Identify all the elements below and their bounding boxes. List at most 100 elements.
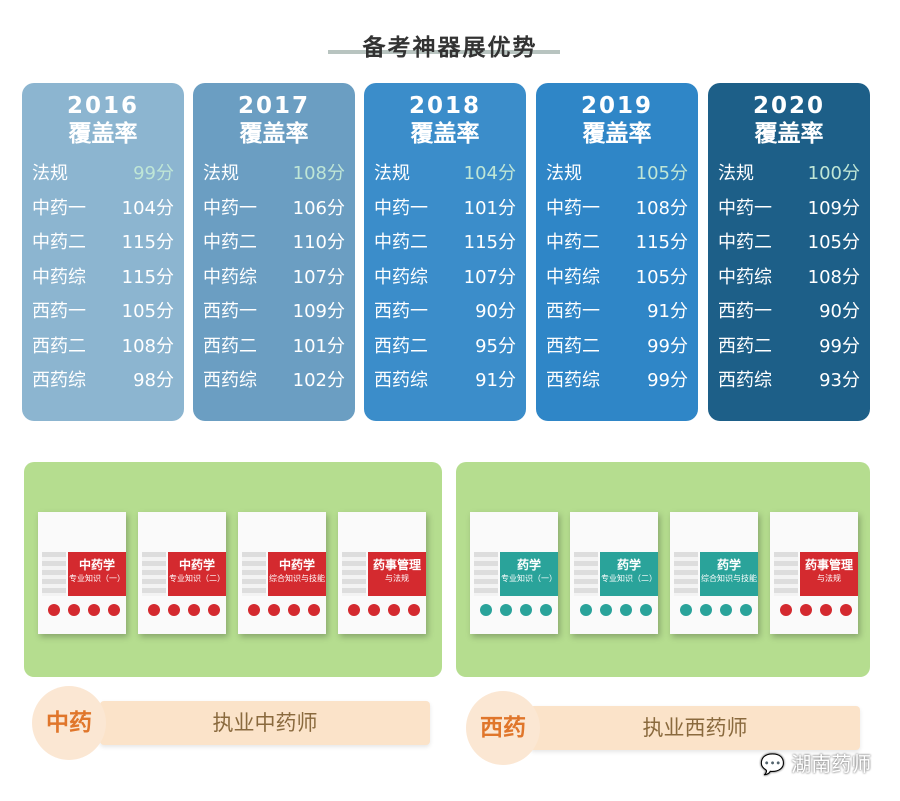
card-label: 覆盖率 (582, 121, 652, 147)
score: 108分 (121, 335, 174, 357)
score: 107分 (463, 266, 516, 288)
book-panel: 药学专业知识（一） 药学专业知识（二） 药学综合知识与技能 药事管理与法规 (456, 462, 870, 677)
score-row: 西药一 91分 (544, 295, 690, 330)
card-year: 2018 (408, 93, 481, 119)
category-badge: 西药 (466, 691, 540, 765)
book-title: 药事管理 (804, 558, 853, 572)
score-row: 法规 105分 (544, 157, 690, 192)
subject: 西药二 (32, 335, 86, 357)
score-row: 中药二 110分 (201, 226, 347, 261)
subject: 中药一 (203, 197, 257, 219)
category-badge: 中药 (32, 686, 106, 760)
score: 105分 (635, 163, 688, 184)
subject: 中药一 (32, 197, 86, 219)
book-subtitle: 与法规 (385, 574, 409, 583)
score: 108分 (292, 163, 345, 184)
watermark: 💬 湖南药师 (760, 752, 872, 776)
subject: 西药综 (32, 370, 86, 391)
score-row: 中药二 115分 (372, 226, 518, 261)
score-row: 西药综 99分 (544, 364, 690, 399)
subject: 西药综 (374, 370, 428, 391)
coverage-card-2017: 2017 覆盖率 法规 108分 中药一 106分 中药二 110分 中药综 107分 西药一 10… (193, 83, 355, 421)
coverage-card-2018: 2018 覆盖率 法规 104分 中药一 101分 中药二 115分 中药综 107分 西药一 90… (364, 83, 526, 421)
score-row: 西药一 90分 (716, 295, 862, 330)
card-year: 2019 (580, 93, 653, 119)
score-row: 中药综 115分 (30, 261, 176, 296)
score-row: 西药二 101分 (201, 330, 347, 365)
book-title: 药学 (616, 558, 641, 572)
score-row: 中药一 109分 (716, 192, 862, 227)
score: 95分 (475, 335, 516, 357)
score: 105分 (121, 301, 174, 322)
book-subtitle: 专业知识（二） (601, 574, 657, 583)
score-row: 中药一 106分 (201, 192, 347, 227)
subject: 中药二 (546, 232, 600, 253)
book-cover: 药学专业知识（二） (570, 512, 658, 634)
score: 109分 (292, 301, 345, 322)
score-row: 中药综 105分 (544, 261, 690, 296)
book-subtitle: 综合知识与技能 (701, 574, 757, 583)
score-row: 西药一 105分 (30, 295, 176, 330)
score: 91分 (475, 370, 516, 391)
score: 105分 (807, 232, 860, 253)
score-row: 中药一 104分 (30, 192, 176, 227)
score: 93分 (819, 370, 860, 391)
subject: 西药二 (546, 335, 600, 357)
score: 101分 (463, 197, 516, 219)
book-subtitle: 与法规 (817, 574, 841, 583)
subject: 西药二 (718, 335, 772, 357)
score: 90分 (819, 301, 860, 322)
score-row: 法规 99分 (30, 157, 176, 192)
score: 101分 (292, 335, 345, 357)
book-title: 中药学 (278, 558, 315, 572)
score-row: 法规 104分 (372, 157, 518, 192)
score: 90分 (475, 301, 516, 322)
book-subtitle: 专业知识（一） (501, 574, 557, 583)
book-title: 药学 (716, 558, 741, 572)
score-row: 中药综 107分 (201, 261, 347, 296)
subject: 中药二 (374, 232, 428, 253)
subject: 法规 (32, 163, 68, 184)
score-row: 西药二 95分 (372, 330, 518, 365)
score: 115分 (121, 266, 174, 288)
subject: 西药一 (546, 301, 600, 322)
subject: 中药一 (546, 197, 600, 219)
book-cover: 药学专业知识（一） (470, 512, 558, 634)
subject: 法规 (374, 163, 410, 184)
book-cover: 中药学 专业知识（二） (138, 512, 226, 634)
score: 99分 (133, 163, 174, 184)
score-row: 法规 100分 (716, 157, 862, 192)
score-row: 中药综 108分 (716, 261, 862, 296)
category-label: 执业中药师 (100, 701, 430, 745)
coverage-card-2020: 2020 覆盖率 法规 100分 中药一 109分 中药二 105分 中药综 108分 西药一 90… (708, 83, 870, 421)
subject: 西药一 (374, 301, 428, 322)
score-row: 中药综 107分 (372, 261, 518, 296)
subject: 西药一 (32, 301, 86, 322)
book-title: 药学 (516, 558, 541, 572)
score: 107分 (292, 266, 345, 288)
book-cover: 中药学综合知识与技能 (238, 512, 326, 634)
score: 106分 (292, 197, 345, 219)
subject: 西药二 (374, 335, 428, 357)
score: 102分 (292, 370, 345, 391)
score-row: 西药综 98分 (30, 364, 176, 399)
subject: 法规 (203, 163, 239, 184)
score: 108分 (635, 197, 688, 219)
book-title: 中药学 (78, 558, 115, 572)
book-subtitle: 综合知识与技能 (269, 574, 325, 583)
card-label: 覆盖率 (410, 121, 480, 147)
coverage-card-2019: 2019 覆盖率法规 105分中药一 108分中药二 115分中药综 105分西药一 91… (536, 83, 698, 421)
score: 108分 (807, 266, 860, 288)
score: 115分 (635, 232, 688, 253)
score: 91分 (647, 301, 688, 322)
card-year: 2020 (752, 93, 825, 119)
score: 99分 (647, 370, 688, 391)
score-row: 西药二 99分 (716, 330, 862, 365)
subject: 中药二 (32, 232, 86, 253)
score-row: 西药二 108分 (30, 330, 176, 365)
book-subtitle: 专业知识（二） (169, 574, 225, 583)
score-row: 西药一 90分 (372, 295, 518, 330)
score: 100分 (807, 163, 860, 184)
subject: 中药综 (203, 266, 257, 288)
score-row: 西药综 93分 (716, 364, 862, 399)
